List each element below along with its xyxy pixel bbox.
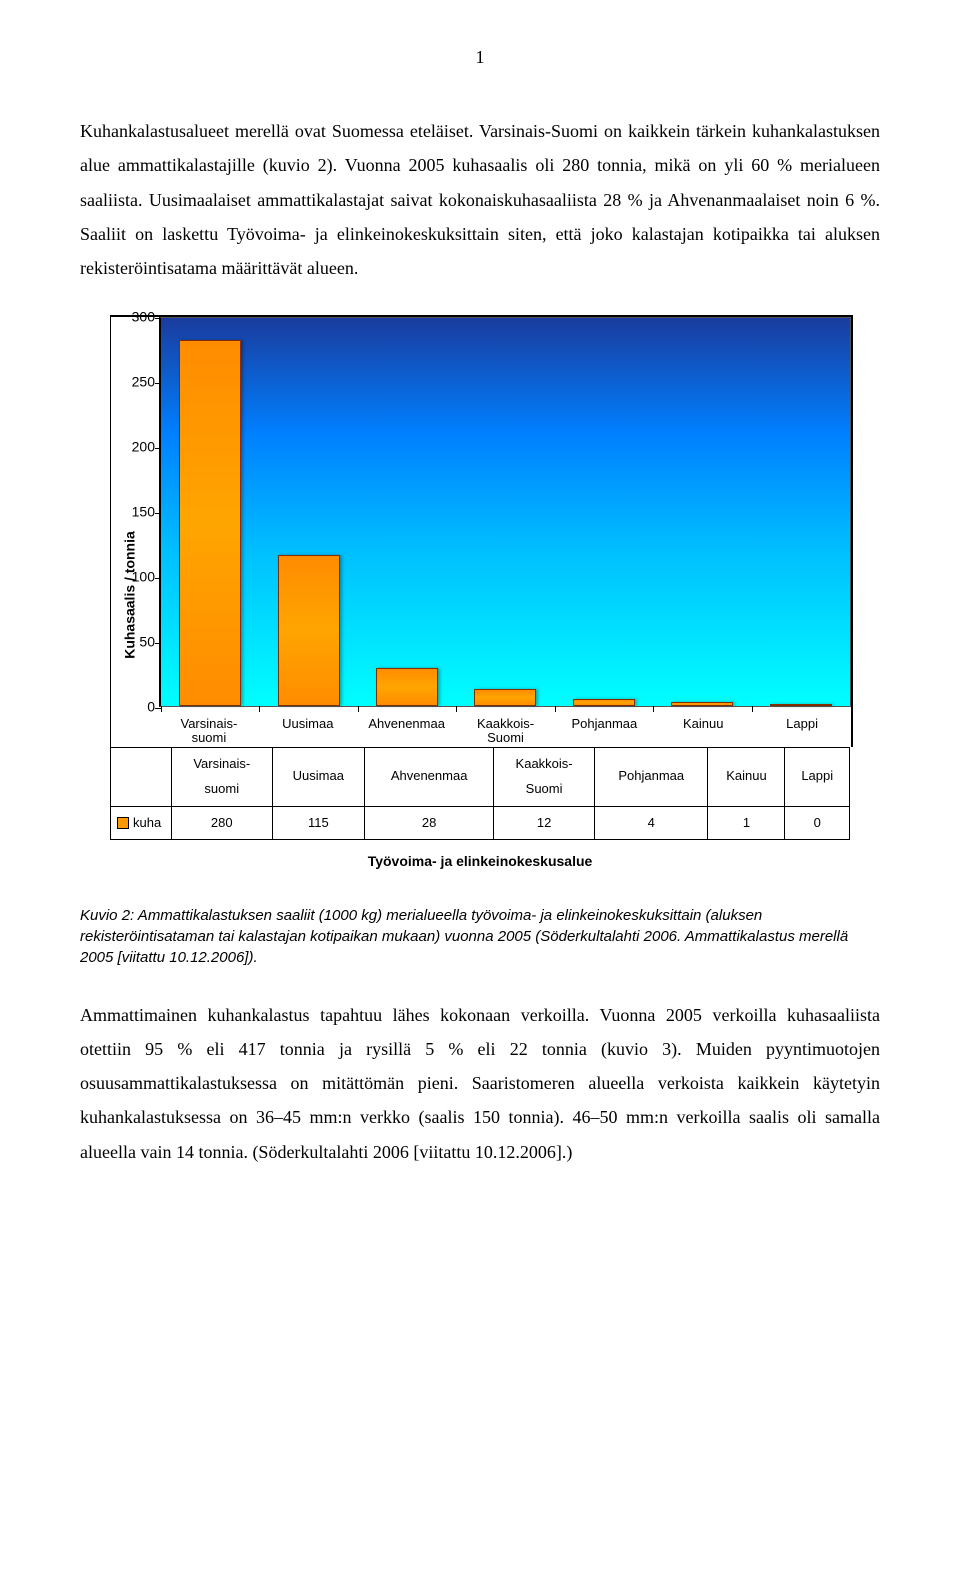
y-tick-label: 250 (132, 369, 155, 396)
y-tick-label: 100 (132, 564, 155, 591)
y-tick-label: 0 (147, 694, 155, 721)
table-cell: 28 (365, 806, 494, 840)
bar (671, 702, 733, 706)
x-axis-labels: Varsinais-suomiUusimaaAhvenenmaaKaakkois… (159, 707, 851, 747)
bar (376, 668, 438, 706)
x-tick-label: Kaakkois-Suomi (456, 707, 555, 747)
table-col-header: Ahvenenmaa (365, 748, 494, 806)
chart-data-table: Varsinais-suomiUusimaaAhvenenmaaKaakkois… (110, 747, 850, 840)
bar (278, 555, 340, 707)
y-axis: 050100150200250300 (111, 317, 159, 707)
bar-cell (653, 318, 751, 706)
bar-cell (555, 318, 653, 706)
y-tick-label: 300 (132, 304, 155, 331)
table-col-header: Kaakkois-Suomi (494, 748, 595, 806)
page-number: 1 (80, 40, 880, 74)
bar (573, 699, 635, 706)
bar (770, 704, 832, 706)
bar-cell (752, 318, 850, 706)
plot-area (159, 317, 851, 707)
table-col-header: Lappi (785, 748, 850, 806)
bar (179, 340, 241, 706)
figure-caption: Kuvio 2: Ammattikalastuksen saaliit (100… (80, 905, 880, 968)
paragraph-2: Ammattimainen kuhankalastus tapahtuu läh… (80, 998, 880, 1169)
x-tick-label: Ahvenenmaa (357, 707, 456, 747)
table-cell: 0 (785, 806, 850, 840)
bar (474, 689, 536, 707)
bar-cell (161, 318, 259, 706)
x-tick-label: Kainuu (653, 707, 752, 747)
table-cell: 12 (494, 806, 595, 840)
x-tick-label: Uusimaa (258, 707, 357, 747)
y-tick-label: 150 (132, 499, 155, 526)
bars-row (161, 318, 850, 706)
x-axis-title: Työvoima- ja elinkeinokeskusalue (110, 848, 850, 875)
chart-area: 050100150200250300 Varsinais-suomiUusima… (110, 315, 853, 747)
bar-cell (456, 318, 554, 706)
series-legend: kuha (111, 806, 172, 840)
x-tick-label: Pohjanmaa (554, 707, 653, 747)
table-col-header: Kainuu (708, 748, 785, 806)
bar-cell (259, 318, 357, 706)
y-tick-label: 200 (132, 434, 155, 461)
table-cell: 1 (708, 806, 785, 840)
table-cell: 4 (595, 806, 708, 840)
bar-cell (358, 318, 456, 706)
bar-chart: Kuhasaalis / tonnia 050100150200250300 V… (110, 315, 850, 875)
table-cell: 115 (272, 806, 365, 840)
x-tick-label: Lappi (752, 707, 851, 747)
table-col-header: Uusimaa (272, 748, 365, 806)
table-cell: 280 (172, 806, 273, 840)
x-tick-label: Varsinais-suomi (159, 707, 258, 747)
y-tick-label: 50 (139, 629, 155, 656)
table-col-header: Varsinais-suomi (172, 748, 273, 806)
table-col-header: Pohjanmaa (595, 748, 708, 806)
paragraph-1: Kuhankalastusalueet merellä ovat Suomess… (80, 114, 880, 285)
